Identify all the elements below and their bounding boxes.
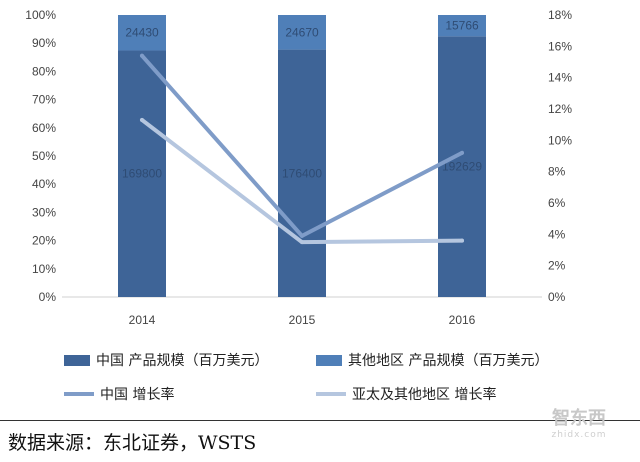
left-axis-tick-label: 0% (39, 290, 57, 304)
bar-data-label: 24430 (125, 26, 159, 40)
bar-china-2014 (118, 50, 166, 297)
right-axis-tick-label: 2% (548, 259, 566, 273)
source-note: 数据来源：东北证券，WSTS (8, 432, 257, 454)
legend: 中国 产品规模（百万美元） 其他地区 产品规模（百万美元） 中国 增长率 亚太及… (0, 344, 640, 414)
legend-label-china-growth: 中国 增长率 (100, 387, 175, 403)
point-china-growth (140, 53, 144, 58)
x-axis-tick-label: 2016 (449, 313, 476, 327)
point-china-growth (460, 150, 464, 155)
bar-data-label: 169800 (122, 167, 162, 181)
right-axis-tick-label: 14% (548, 71, 572, 85)
right-axis-tick-label: 16% (548, 39, 572, 53)
right-axis-tick-label: 12% (548, 102, 572, 116)
legend-item-china-size: 中国 产品规模（百万美元） (64, 350, 268, 370)
right-axis-tick-label: 10% (548, 133, 572, 147)
right-axis-tick-label: 6% (548, 196, 566, 210)
left-axis-tick-label: 10% (32, 262, 56, 276)
legend-item-apac-growth: 亚太及其他地区 增长率 (316, 384, 496, 404)
left-axis-tick-label: 80% (32, 64, 56, 78)
bar-other-2016 (438, 15, 486, 37)
left-axis-tick-label: 60% (32, 121, 56, 135)
bar-data-label: 176400 (282, 166, 322, 180)
point-apac-growth (140, 117, 144, 122)
left-axis-tick-label: 70% (32, 93, 56, 107)
chart: 0% 10% 20% 30% 40% 50% 60% 70% 80% 90% 100% 0% 2% 4% 6… (25, 8, 572, 327)
bar-other-2015 (278, 15, 326, 50)
legend-swatch-china-size (64, 354, 90, 366)
bar-china-2015 (278, 49, 326, 297)
divider (0, 420, 640, 421)
right-axis-tick-label: 18% (548, 8, 572, 22)
bar-china-2016 (438, 36, 486, 298)
watermark-sub: zhidx.com (551, 430, 607, 440)
right-axis-tick-label: 4% (548, 227, 566, 241)
left-axis-tick-label: 30% (32, 205, 56, 219)
left-axis-tick-label: 40% (32, 177, 56, 191)
legend-label-other-size: 其他地区 产品规模（百万美元） (348, 353, 549, 369)
left-axis-tick-label: 100% (25, 8, 56, 22)
point-apac-growth (300, 240, 304, 245)
legend-swatch-apac-growth (316, 392, 346, 396)
bar-data-label: 192629 (442, 160, 482, 174)
x-axis-tick-label: 2014 (129, 313, 156, 327)
legend-label-apac-growth: 亚太及其他地区 增长率 (352, 387, 497, 403)
legend-item-other-size: 其他地区 产品规模（百万美元） (316, 350, 548, 370)
left-axis-tick-label: 20% (32, 234, 56, 248)
left-axis-tick-label: 50% (32, 149, 56, 163)
legend-item-china-growth: 中国 增长率 (64, 384, 174, 404)
bar-other-2014 (118, 15, 166, 51)
bar-data-label: 24670 (285, 25, 319, 39)
left-axis-tick-label: 90% (32, 36, 56, 50)
legend-label-china-size: 中国 产品规模（百万美元） (96, 353, 269, 369)
watermark-main: 智东西 (552, 408, 606, 429)
point-china-growth (300, 233, 304, 238)
right-axis-tick-label: 0% (548, 290, 566, 304)
right-axis-tick-label: 8% (548, 165, 566, 179)
x-axis-tick-label: 2015 (289, 313, 316, 327)
bar-data-label: 15766 (445, 19, 479, 33)
point-apac-growth (460, 238, 464, 243)
legend-swatch-china-growth (64, 392, 94, 396)
legend-swatch-other-size (316, 354, 342, 366)
watermark-logo: 智东西 zhidx.com (524, 404, 634, 440)
